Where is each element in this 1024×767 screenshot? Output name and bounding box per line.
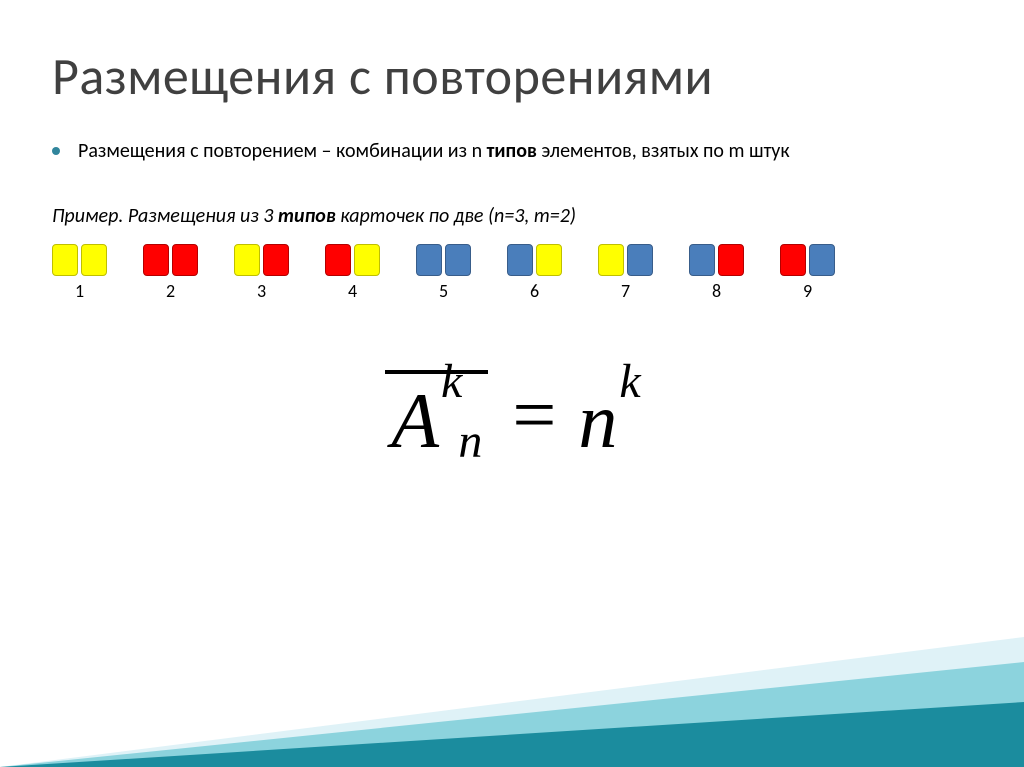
bullet-bold: типов xyxy=(487,139,537,163)
pair-cards xyxy=(325,244,380,276)
pair-cards xyxy=(416,244,471,276)
arrangement-pair: 4 xyxy=(325,244,380,302)
arrangement-pair: 2 xyxy=(143,244,198,302)
bullet-mid: элементов, взятых по m штук xyxy=(537,139,790,163)
card-blue xyxy=(627,244,653,276)
formula-n: n xyxy=(578,370,617,460)
pair-number: 2 xyxy=(166,280,175,302)
bullet-text: Размещения с повторением – комбинации из… xyxy=(78,138,790,165)
arrangement-pair: 6 xyxy=(507,244,562,302)
pair-cards xyxy=(52,244,107,276)
pair-number: 4 xyxy=(348,280,357,302)
arrangement-pair: 5 xyxy=(416,244,471,302)
formula-A: A xyxy=(391,370,439,460)
pair-cards xyxy=(143,244,198,276)
formula-A-sup: k xyxy=(441,354,462,409)
pair-number: 3 xyxy=(257,280,266,302)
formula: A k n = n k xyxy=(0,370,1024,460)
card-yellow xyxy=(52,244,78,276)
pair-number: 1 xyxy=(75,280,84,302)
pair-cards xyxy=(689,244,744,276)
formula-lhs: A k n xyxy=(383,370,490,460)
card-red xyxy=(780,244,806,276)
card-yellow xyxy=(536,244,562,276)
accent-triangle-icon xyxy=(0,607,1024,767)
page-title: Размещения с повторениями xyxy=(52,44,713,108)
card-blue xyxy=(809,244,835,276)
card-red xyxy=(172,244,198,276)
arrangement-pair: 9 xyxy=(780,244,835,302)
arrangement-pair: 7 xyxy=(598,244,653,302)
pair-number: 7 xyxy=(621,280,630,302)
formula-n-sup: k xyxy=(619,354,640,409)
pair-cards xyxy=(780,244,835,276)
card-red xyxy=(143,244,169,276)
formula-bar xyxy=(385,370,488,374)
pair-number: 8 xyxy=(712,280,721,302)
bullet-pre: Размещения с повторением – комбинации из… xyxy=(78,139,487,163)
arrangements-row: 1 2 3 4 5 6 7 8 9 xyxy=(52,244,835,302)
pair-number: 9 xyxy=(803,280,812,302)
card-yellow xyxy=(81,244,107,276)
pair-cards xyxy=(507,244,562,276)
card-yellow xyxy=(354,244,380,276)
example-pre: Пример. Размещения из 3 xyxy=(52,204,278,228)
arrangement-pair: 3 xyxy=(234,244,289,302)
card-blue xyxy=(507,244,533,276)
formula-rhs: n k xyxy=(578,370,640,460)
pair-number: 5 xyxy=(439,280,448,302)
card-blue xyxy=(416,244,442,276)
formula-A-sub: n xyxy=(458,414,482,469)
card-red xyxy=(718,244,744,276)
bullet-dot-icon xyxy=(52,147,60,155)
card-red xyxy=(325,244,351,276)
arrangement-pair: 1 xyxy=(52,244,107,302)
card-blue xyxy=(445,244,471,276)
pair-number: 6 xyxy=(530,280,539,302)
formula-equals: = xyxy=(512,370,556,460)
example-bold: типов xyxy=(278,204,336,228)
bullet-definition: Размещения с повторением – комбинации из… xyxy=(52,138,984,165)
card-yellow xyxy=(598,244,624,276)
card-blue xyxy=(689,244,715,276)
card-yellow xyxy=(234,244,260,276)
pair-cards xyxy=(598,244,653,276)
card-red xyxy=(263,244,289,276)
example-line: Пример. Размещения из 3 типов карточек п… xyxy=(52,204,576,228)
example-post: карточек по две (n=3, m=2) xyxy=(336,204,576,228)
pair-cards xyxy=(234,244,289,276)
arrangement-pair: 8 xyxy=(689,244,744,302)
